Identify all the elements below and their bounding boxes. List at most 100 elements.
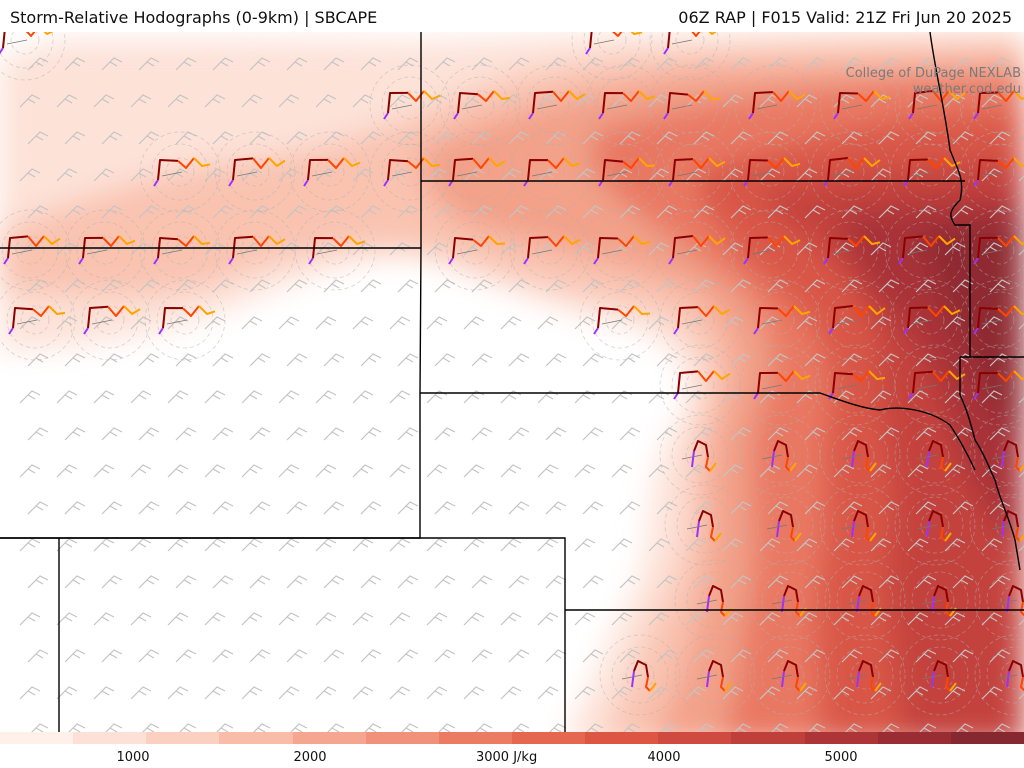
boundary-line (0, 537, 566, 732)
hodograph-ring (906, 76, 964, 134)
wind-barb (804, 205, 826, 219)
hodograph-ring (751, 426, 809, 484)
wind-barb (101, 427, 123, 441)
wind-barb (130, 94, 152, 108)
boundary-line (420, 392, 976, 471)
hodograph-trace (1019, 464, 1024, 472)
wind-barb (767, 279, 789, 293)
hodograph-trace (527, 159, 549, 181)
hodograph-trace (568, 90, 586, 100)
hodograph (369, 131, 451, 213)
hodograph-trace (927, 157, 945, 169)
hodograph-trace (153, 257, 159, 265)
wind-barb (352, 686, 374, 700)
hodograph-ring (971, 76, 1024, 134)
hodograph-ring (831, 496, 889, 554)
hodograph-trace (563, 235, 581, 245)
hodograph (894, 344, 976, 426)
wind-barb (648, 686, 670, 700)
storm-motion-arrow (166, 319, 188, 325)
wind-barb (804, 279, 826, 293)
wind-barb (204, 538, 226, 552)
wind-barb (833, 316, 855, 330)
hodograph-ring (156, 291, 214, 349)
wind-barb (286, 575, 308, 589)
wind-barb (841, 279, 863, 293)
hodograph-trace (617, 305, 635, 317)
storm-motion-arrow (601, 249, 623, 255)
hodograph-trace (1013, 370, 1024, 380)
hodograph (734, 64, 816, 146)
wind-barb (27, 427, 49, 441)
wind-barb (352, 316, 374, 330)
hodograph-ring (605, 305, 635, 335)
map-panel[interactable]: College of DuPage NEXLAB weather.cod.edu (0, 32, 1024, 744)
hodograph-trace (724, 682, 732, 692)
wind-barb (397, 501, 419, 515)
wind-barb (278, 686, 300, 700)
hodograph-trace (943, 305, 961, 315)
wind-barb (722, 242, 744, 256)
hodograph-ring (671, 356, 729, 414)
hodograph-ring (81, 291, 139, 349)
hodograph-ring (76, 221, 134, 279)
storm-motion-arrow (536, 104, 558, 110)
wind-barb (878, 575, 900, 589)
wind-barb (434, 131, 456, 145)
state-boundaries (0, 32, 1024, 732)
hodograph-ring (749, 559, 831, 641)
hodograph-trace (912, 90, 934, 114)
wind-barb (1018, 693, 1024, 700)
wind-barb (619, 279, 641, 293)
storm-motion-arrow (921, 599, 943, 605)
hodograph-trace (868, 305, 886, 315)
hodograph-trace (597, 307, 619, 329)
hodograph-trace (177, 157, 195, 169)
wind-barb (397, 279, 419, 293)
wind-barb (175, 427, 197, 441)
storm-motion-arrow (906, 249, 928, 255)
hodograph-ring (165, 157, 195, 187)
hodograph (969, 484, 1024, 566)
hodograph-trace (710, 526, 716, 542)
wind-barb (796, 464, 818, 478)
wind-barb (434, 649, 456, 663)
hodograph-trace (1013, 90, 1024, 100)
wind-barb (360, 427, 382, 441)
hodograph-trace (743, 257, 749, 265)
hodograph (739, 414, 821, 496)
hodograph-trace (1001, 520, 1005, 538)
wind-barb (1018, 471, 1024, 478)
colorbar-segment (804, 732, 879, 744)
hodograph-trace (602, 92, 624, 114)
colorbar-tick-label: 4000 (647, 750, 681, 765)
hodograph (959, 344, 1024, 426)
hodograph-trace (856, 670, 860, 688)
hodograph-trace (268, 157, 286, 167)
hodograph-trace (1019, 534, 1024, 542)
hodograph-ring (301, 143, 359, 201)
wind-barb (981, 464, 1003, 478)
wind-barb (907, 464, 929, 478)
wind-barb (722, 538, 744, 552)
hodograph-ring (521, 221, 579, 279)
wind-barb (249, 427, 271, 441)
hodograph (0, 32, 66, 81)
wind-barb (19, 390, 41, 404)
wind-barb (93, 94, 115, 108)
hodograph-trace (827, 157, 849, 181)
hodograph-trace (948, 370, 966, 380)
wind-barb (130, 168, 152, 182)
wind-barb (878, 279, 900, 293)
hodograph-trace (162, 307, 184, 329)
hodograph-ring (685, 370, 715, 400)
wind-barb (767, 57, 789, 71)
hodograph-trace (948, 90, 966, 100)
hodograph-ring (835, 235, 865, 265)
hodograph-trace (698, 510, 714, 528)
hodograph-ring (596, 143, 654, 201)
storm-motion-arrow (671, 39, 693, 45)
storm-motion-arrow (921, 674, 943, 680)
hodograph-trace (943, 157, 961, 167)
wind-barb (656, 649, 678, 663)
